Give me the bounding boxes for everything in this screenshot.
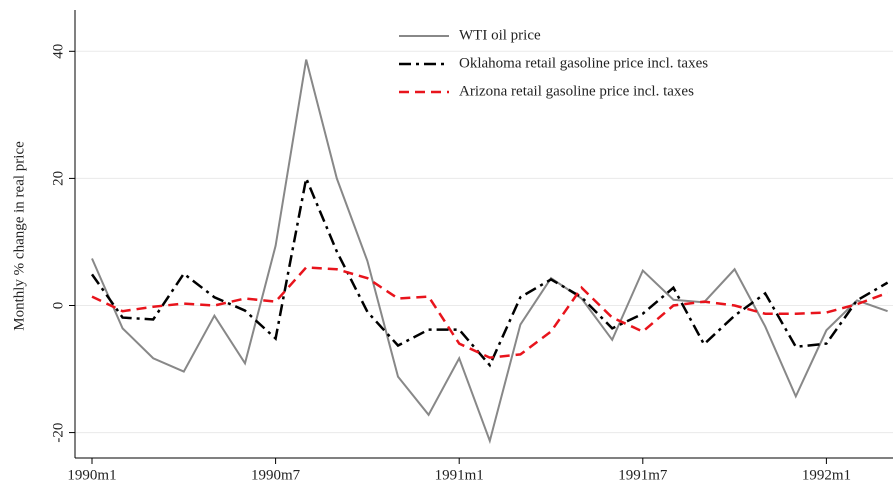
- x-tick-label: 1992m1: [802, 467, 851, 483]
- legend-label: Oklahoma retail gasoline price incl. tax…: [459, 55, 708, 71]
- y-axis-label: Monthly % change in real price: [11, 141, 27, 331]
- legend-label: Arizona retail gasoline price incl. taxe…: [459, 83, 694, 99]
- series-line: [90, 174, 889, 368]
- y-tick-label: -20: [50, 423, 66, 443]
- legend-label: WTI oil price: [459, 27, 541, 43]
- y-tick-label: 40: [50, 44, 66, 59]
- x-tick-label: 1990m7: [251, 467, 301, 483]
- series-line: [91, 266, 889, 359]
- x-tick-label: 1990m1: [67, 467, 116, 483]
- y-tick-label: 20: [50, 171, 66, 186]
- x-tick-label: 1991m1: [435, 467, 484, 483]
- x-tick-label: 1991m7: [618, 467, 668, 483]
- y-tick-label: 0: [50, 302, 66, 310]
- series-line: [91, 59, 888, 445]
